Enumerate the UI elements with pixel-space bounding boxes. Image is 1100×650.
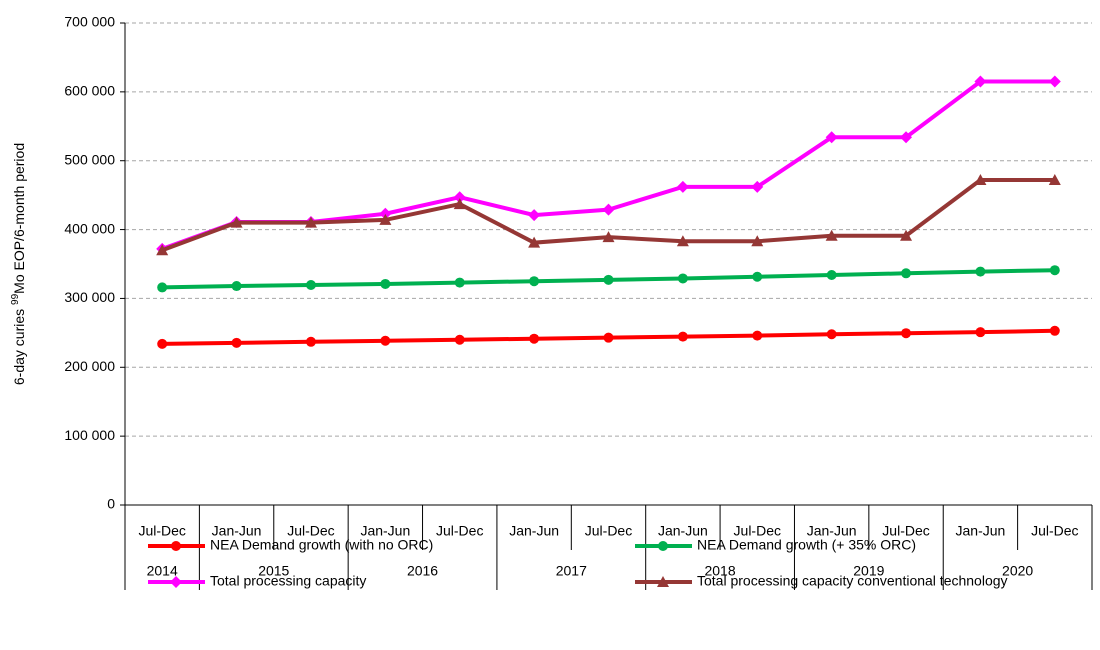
data-point <box>900 229 913 241</box>
data-point <box>379 207 392 220</box>
data-point <box>157 282 168 293</box>
y-label-suffix: Mo EOP/6-month period <box>11 143 27 294</box>
year-label: 2019 <box>853 563 884 579</box>
x-tick-label: Jan-Jun <box>658 523 708 539</box>
year-label: 2016 <box>407 563 438 579</box>
data-point <box>529 276 540 287</box>
data-point <box>380 335 391 346</box>
legend-marker <box>657 576 669 587</box>
x-tick-label: Jan-Jun <box>212 523 262 539</box>
data-point <box>305 280 316 291</box>
x-tick-label: Jul-Dec <box>882 523 929 539</box>
data-point <box>157 338 168 349</box>
y-tick-label: 0 <box>107 496 115 512</box>
data-point <box>379 213 392 225</box>
data-point <box>454 334 465 345</box>
legend-marker <box>658 541 668 551</box>
data-point <box>975 266 986 277</box>
data-point <box>676 180 689 193</box>
data-point <box>454 277 465 288</box>
data-point <box>677 331 688 342</box>
data-point <box>304 216 317 228</box>
data-point <box>528 236 541 248</box>
data-point <box>305 336 316 347</box>
data-point <box>974 173 987 185</box>
x-tick-label: Jul-Dec <box>436 523 483 539</box>
x-tick-label: Jul-Dec <box>585 523 632 539</box>
data-point <box>603 274 614 285</box>
y-axis-label: 6-day curies 99Mo EOP/6-month period <box>10 143 27 385</box>
data-point <box>1048 173 1061 185</box>
x-tick-label: Jul-Dec <box>734 523 781 539</box>
data-point <box>1048 75 1061 88</box>
data-point <box>529 333 540 344</box>
year-label: 2015 <box>258 563 289 579</box>
data-point <box>453 198 466 210</box>
y-tick-label: 100 000 <box>64 427 115 443</box>
y-tick-label: 700 000 <box>64 14 115 30</box>
x-tick-label: Jan-Jun <box>360 523 410 539</box>
data-point <box>676 235 689 247</box>
legend-label: Total processing capacity conventional t… <box>697 573 1008 589</box>
data-point <box>602 231 615 243</box>
data-point <box>751 235 764 247</box>
legend-label: NEA Demand growth (with no ORC) <box>210 537 433 553</box>
data-point <box>677 273 688 284</box>
y-tick-label: 300 000 <box>64 289 115 305</box>
data-point <box>231 281 242 292</box>
data-point <box>975 327 986 338</box>
year-label: 2014 <box>147 563 178 579</box>
data-point <box>752 330 763 341</box>
data-point <box>825 131 838 144</box>
x-tick-label: Jul-Dec <box>1031 523 1078 539</box>
y-tick-label: 400 000 <box>64 220 115 236</box>
data-point <box>901 328 912 339</box>
data-point <box>453 191 466 204</box>
data-point <box>974 75 987 88</box>
data-point <box>231 337 242 348</box>
data-point <box>603 332 614 343</box>
y-tick-label: 500 000 <box>64 151 115 167</box>
y-tick-label: 600 000 <box>64 83 115 99</box>
data-point <box>900 131 913 144</box>
legend-label: NEA Demand growth (+ 35% ORC) <box>697 537 916 553</box>
data-point <box>825 229 838 241</box>
data-point <box>826 329 837 340</box>
y-label-prefix: 6-day curies <box>11 305 27 385</box>
x-tick-label: Jan-Jun <box>956 523 1006 539</box>
legend-label: Total processing capacity <box>210 573 366 589</box>
year-label: 2018 <box>704 563 735 579</box>
x-tick-label: Jul-Dec <box>287 523 334 539</box>
data-point <box>528 209 541 222</box>
data-point <box>1049 325 1060 336</box>
data-point <box>602 203 615 216</box>
data-point <box>901 268 912 279</box>
data-point <box>826 270 837 281</box>
y-tick-label: 200 000 <box>64 358 115 374</box>
data-point <box>230 216 243 228</box>
data-point <box>156 244 169 256</box>
x-tick-label: Jan-Jun <box>509 523 559 539</box>
y-label-sup: 99 <box>10 293 21 305</box>
legend-marker <box>170 576 182 588</box>
data-point <box>752 271 763 282</box>
year-label: 2020 <box>1002 563 1033 579</box>
data-point <box>1049 265 1060 276</box>
x-tick-label: Jan-Jun <box>807 523 857 539</box>
year-label: 2017 <box>556 563 587 579</box>
data-point <box>380 278 391 289</box>
data-point <box>751 180 764 193</box>
x-tick-label: Jul-Dec <box>138 523 185 539</box>
legend-marker <box>171 541 181 551</box>
